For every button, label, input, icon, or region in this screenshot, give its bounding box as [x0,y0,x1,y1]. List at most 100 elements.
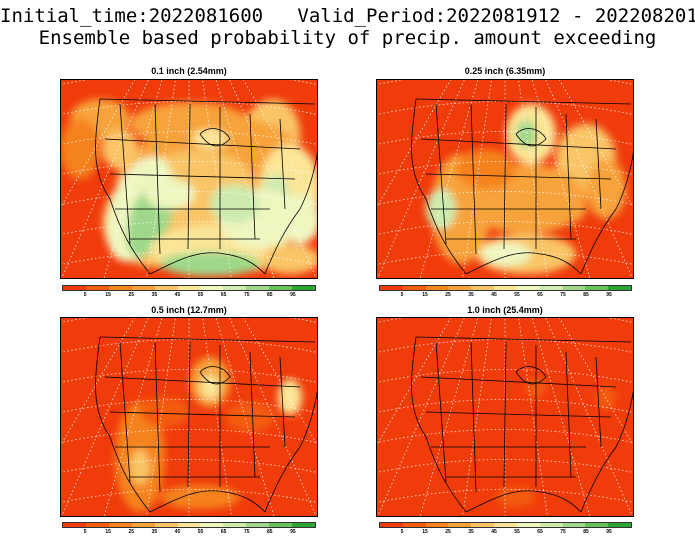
colorbar-swatch [63,286,86,290]
colorbar-swatch [380,286,403,290]
colorbar-swatch [402,286,426,290]
colorbar-swatch [292,523,315,527]
colorbar-swatch [516,286,540,290]
colorbar-tick-label: 85 [583,292,589,298]
colorbar-swatch [154,286,178,290]
colorbar-tick-label: 25 [445,292,451,298]
colorbar-tick-label: 55 [197,529,204,535]
colorbar-swatch [516,523,540,527]
panel-title-0-1-inch: 0.1 inch (2.54mm) [151,66,227,76]
colorbar-swatch [131,286,155,290]
colorbar-tick-label: 95 [606,529,612,535]
colorbar-tick-label: 75 [243,292,250,298]
colorbar-swatch [448,286,472,290]
colorbar-tick-label: 75 [560,529,566,535]
colorbar-tick-label: 35 [468,292,474,298]
colorbar-tick-label: 45 [491,529,497,535]
figure-title: Initial_time:2022081600 Valid_Period:202… [0,5,695,27]
map-panel-0-1-inch [60,79,318,279]
colorbar-swatch [131,523,155,527]
map-canvas [60,317,318,517]
colorbar-swatch [402,523,426,527]
colorbar-tick-label: 15 [422,529,428,535]
colorbar-tick-label: 5 [400,292,404,298]
colorbar-swatch [608,523,631,527]
panel-title-0-25-inch: 0.25 inch (6.35mm) [464,66,546,76]
colorbar-swatch [562,523,586,527]
colorbar-tick-label: 65 [537,292,543,298]
colorbar-tick-label: 85 [267,529,273,535]
colorbar-tick-label: 45 [491,292,497,298]
colorbar-tick-label: 95 [290,292,296,298]
colorbar-tick-label: 55 [514,292,520,298]
colorbar-swatch [177,286,201,290]
colorbar-tick-label: 95 [606,292,612,298]
map-canvas [60,79,318,279]
colorbar-swatch [200,286,224,290]
colorbar-panel-0-5-inch [62,522,316,528]
colorbar-tick-label: 45 [174,529,181,535]
colorbar-swatch [108,523,132,527]
colorbar-swatch [425,286,449,290]
colorbar-swatch [200,523,224,527]
colorbar-swatch [471,523,495,527]
colorbar-swatch [292,286,315,290]
colorbar-tick-label: 65 [220,529,227,535]
colorbar-tick-label: 5 [400,529,404,535]
colorbar-ticks-panel-0-25-inch: 5 15 25 35 45 55 65 75 85 95 [379,292,632,302]
map-panel-1-0-inch [376,317,634,517]
colorbar-swatch [223,286,247,290]
colorbar-tick-label: 85 [583,529,589,535]
colorbar-swatch [585,286,609,290]
map-panel-0-5-inch [60,317,318,517]
colorbar-swatch [380,523,403,527]
colorbar-tick-label: 55 [514,529,520,535]
colorbar-swatch [246,523,270,527]
colorbar-swatch [246,286,270,290]
colorbar-tick-label: 15 [105,529,111,535]
colorbar-swatch [269,523,293,527]
colorbar-tick-label: 65 [220,292,227,298]
colorbar-swatch [269,286,293,290]
panel-title-0-5-inch: 0.5 inch (12.7mm) [151,305,227,315]
colorbar-tick-label: 55 [197,292,204,298]
colorbar-tick-label: 35 [151,529,158,535]
colorbar-swatch [85,523,109,527]
colorbar-tick-label: 65 [537,529,543,535]
colorbar-panel-0-25-inch [379,285,632,291]
colorbar-panel-0-1-inch [62,285,316,291]
colorbar-ticks-panel-1-0-inch: 5 15 25 35 45 55 65 75 85 95 [379,529,632,539]
colorbar-swatch [494,523,517,527]
colorbar-tick-label: 45 [174,292,181,298]
colorbar-swatch [154,523,178,527]
colorbar-tick-label: 5 [83,292,87,298]
panel-title-1-0-inch: 1.0 inch (25.4mm) [467,305,543,315]
colorbar-tick-label: 35 [468,529,474,535]
colorbar-swatch [85,286,109,290]
colorbar-ticks-panel-0-1-inch: 5 15 25 35 45 55 65 75 85 95 [62,292,316,302]
colorbar-tick-label: 85 [267,292,273,298]
colorbar-swatch [562,286,586,290]
map-canvas [376,79,634,279]
colorbar-tick-label: 35 [151,292,158,298]
colorbar-tick-label: 25 [128,529,135,535]
colorbar-tick-label: 75 [560,292,566,298]
colorbar-swatch [471,286,495,290]
colorbar-swatch [177,523,201,527]
colorbar-tick-label: 25 [445,529,451,535]
colorbar-swatch [108,286,132,290]
colorbar-tick-label: 95 [290,529,296,535]
colorbar-tick-label: 5 [83,529,87,535]
colorbar-swatch [448,523,472,527]
colorbar-tick-label: 15 [422,292,428,298]
colorbar-swatch [223,523,247,527]
colorbar-swatch [585,523,609,527]
colorbar-tick-label: 75 [243,529,250,535]
colorbar-swatch [494,286,517,290]
map-canvas [376,317,634,517]
colorbar-swatch [608,286,631,290]
map-panel-0-25-inch [376,79,634,279]
colorbar-swatch [539,523,563,527]
colorbar-ticks-panel-0-5-inch: 5 15 25 35 45 55 65 75 85 95 [62,529,316,539]
colorbar-swatch [425,523,449,527]
